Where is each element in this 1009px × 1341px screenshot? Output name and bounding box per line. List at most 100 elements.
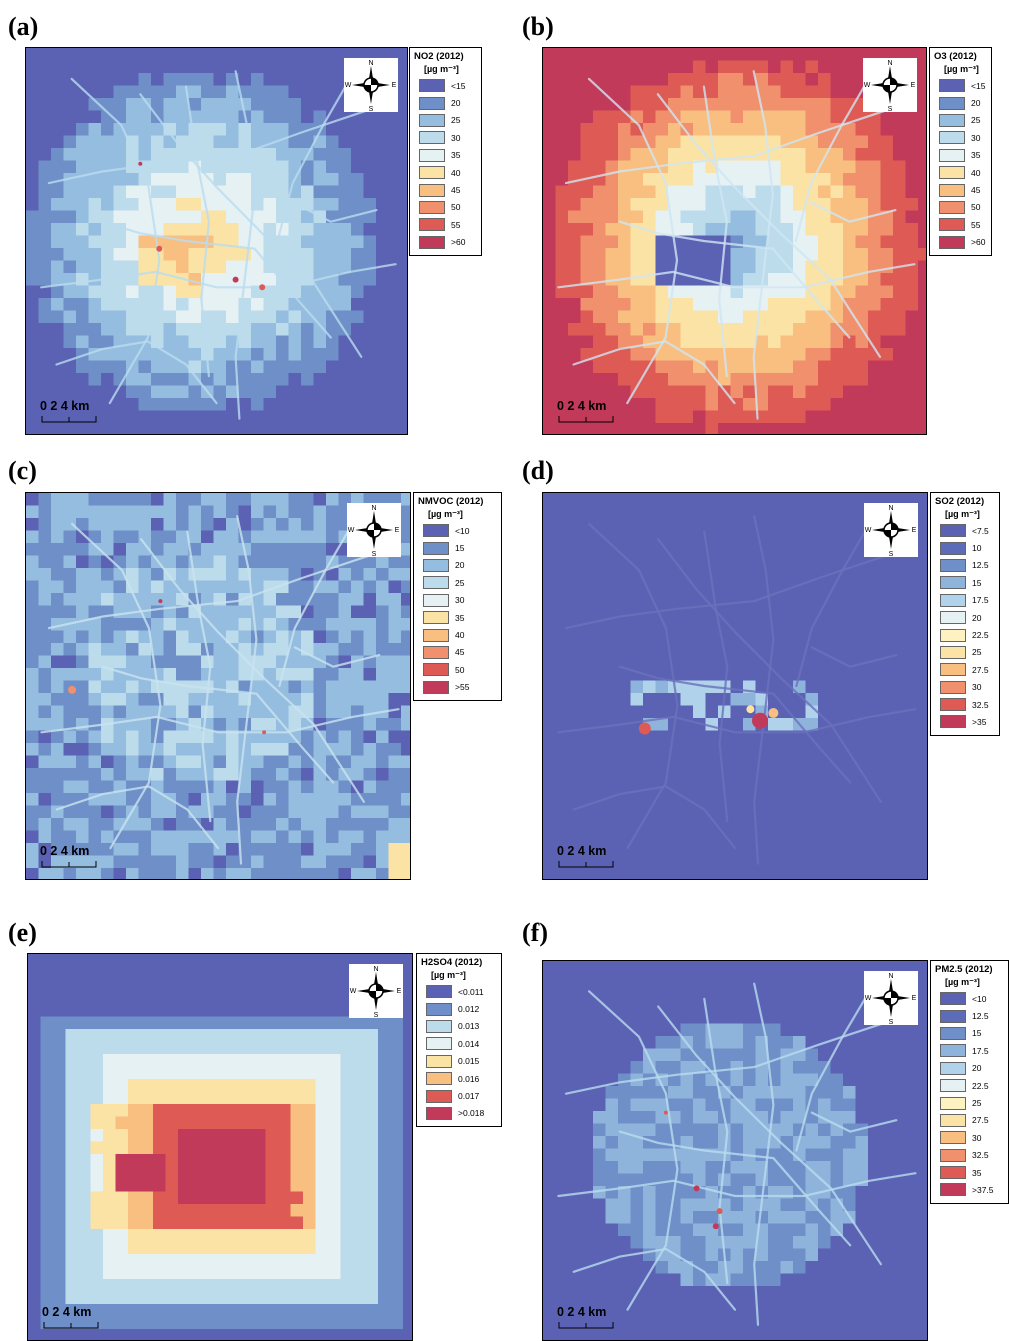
legend-o3: O3 (2012) [µg m⁻³] <15 20 25 30 35 40 45 50 55 >60: [929, 47, 992, 256]
compass-letter-e: E: [912, 995, 917, 1002]
scale-bar: 0 2 4 km: [557, 844, 614, 868]
legend-swatch: [419, 218, 445, 232]
scale-bar-label: 0 2 4 km: [40, 399, 89, 413]
legend-entry: 55: [414, 216, 477, 233]
legend-title: H2SO4 (2012): [421, 957, 483, 968]
legend-label: >35: [972, 716, 987, 727]
legend-entry: 35: [418, 609, 497, 626]
legend-entry: 35: [414, 147, 477, 164]
compass-letter-e: E: [912, 527, 917, 534]
legend-entry: 20: [414, 94, 477, 111]
scale-bar-label: 0 2 4 km: [557, 399, 606, 413]
legend-entry: 30: [935, 1129, 1004, 1146]
scale-bar: 0 2 4 km: [557, 1305, 614, 1329]
legend-swatch: [419, 113, 445, 127]
legend-swatch: [940, 593, 966, 607]
legend-swatch: [423, 558, 449, 572]
legend-title: O3 (2012): [934, 51, 977, 62]
scale-bar-label: 0 2 4 km: [557, 1305, 606, 1319]
legend-swatch: [939, 166, 965, 180]
legend-label: 0.015: [458, 1056, 480, 1067]
legend-label: 22.5: [972, 630, 989, 641]
legend-swatch: [940, 680, 966, 694]
compass-letter-s: S: [888, 106, 893, 113]
legend-unit: [µg m⁻³]: [424, 64, 459, 74]
legend-swatch: [940, 698, 966, 712]
scale-bar-label: 0 2 4 km: [42, 1305, 91, 1319]
legend-swatch: [423, 611, 449, 625]
legend-unit: [µg m⁻³]: [944, 64, 979, 74]
legend-pm25: PM2.5 (2012) [µg m⁻³] <10 12.5 15 17.5 20 22.5 2…: [930, 960, 1009, 1204]
legend-label: <10: [972, 993, 987, 1004]
legend-title: NO2 (2012): [414, 51, 464, 62]
legend-swatch: [939, 148, 965, 162]
legend-label: 35: [972, 1167, 982, 1178]
legend-entry: 22.5: [935, 626, 995, 643]
legend-entry: 10: [935, 539, 995, 556]
scale-bar-label: 0 2 4 km: [557, 844, 606, 858]
legend-swatch: [426, 1002, 452, 1016]
legend-h2so4: H2SO4 (2012) [µg m⁻³] <0.011 0.012 0.013 0.01…: [416, 953, 502, 1128]
legend-swatch: [419, 183, 445, 197]
panel-label-c: (c): [8, 456, 37, 485]
compass-letter-s: S: [369, 106, 374, 113]
legend-swatch: [940, 541, 966, 555]
legend-title: NMVOC (2012): [418, 496, 484, 507]
legend-entry: 0.016: [421, 1070, 497, 1087]
legend-swatch: [419, 166, 445, 180]
legend-label: 12.5: [972, 560, 989, 571]
legend-label: 30: [971, 132, 981, 143]
compass-letter-w: W: [865, 995, 872, 1002]
legend-swatch: [419, 131, 445, 145]
legend-swatch: [423, 541, 449, 555]
legend-entry: 0.012: [421, 1000, 497, 1017]
legend-swatch: [423, 576, 449, 590]
legend-label: 50: [455, 664, 465, 675]
compass-letter-e: E: [395, 527, 400, 534]
legend-swatch: [426, 1089, 452, 1103]
legend-swatch: [426, 1106, 452, 1120]
legend-swatch: [940, 1026, 966, 1040]
compass-letter-n: N: [371, 505, 376, 512]
concentration-grid: [543, 961, 927, 1340]
legend-swatch: [939, 96, 965, 110]
legend-swatch: [419, 235, 445, 249]
legend-entry: >37.5: [935, 1181, 1004, 1198]
hotspots: [638, 705, 779, 735]
legend-swatch: [423, 680, 449, 694]
legend-entry: 20: [935, 609, 995, 626]
legend-label: 25: [455, 577, 465, 588]
legend-entry: 55: [934, 216, 987, 233]
legend-label: 50: [451, 202, 461, 213]
legend-label: 12.5: [972, 1011, 989, 1022]
legend-label: 20: [451, 98, 461, 109]
legend-entry: 50: [418, 661, 497, 678]
legend-label: 20: [971, 98, 981, 109]
compass-letter-s: S: [372, 551, 377, 558]
scale-bar: 0 2 4 km: [40, 399, 97, 423]
legend-label: >55: [455, 682, 470, 693]
legend-entry: 32.5: [935, 696, 995, 713]
panel-label-d: (d): [522, 456, 554, 485]
legend-swatch: [940, 645, 966, 659]
legend-label: 22.5: [972, 1080, 989, 1091]
legend-swatch: [940, 558, 966, 572]
legend-swatch: [423, 524, 449, 538]
legend-label: 25: [972, 1098, 982, 1109]
legend-label: 25: [451, 115, 461, 126]
legend-label: 55: [451, 219, 461, 230]
legend-entry: >55: [418, 679, 497, 696]
legend-title: PM2.5 (2012): [935, 964, 993, 975]
legend-entry: 22.5: [935, 1077, 1004, 1094]
concentration-grid: [543, 48, 926, 434]
legend-so2: SO2 (2012) [µg m⁻³] <7.5 10 12.5 15 17.5 20 22.5…: [930, 492, 1000, 736]
legend-entry: >0.018: [421, 1105, 497, 1122]
legend-label: <7.5: [972, 525, 989, 536]
legend-label: 0.017: [458, 1091, 480, 1102]
legend-label: 50: [971, 202, 981, 213]
concentration-grid: [28, 954, 412, 1340]
legend-entry: >35: [935, 713, 995, 730]
legend-label: 40: [451, 167, 461, 178]
legend-swatch: [940, 1166, 966, 1180]
compass-letter-s: S: [889, 551, 894, 558]
